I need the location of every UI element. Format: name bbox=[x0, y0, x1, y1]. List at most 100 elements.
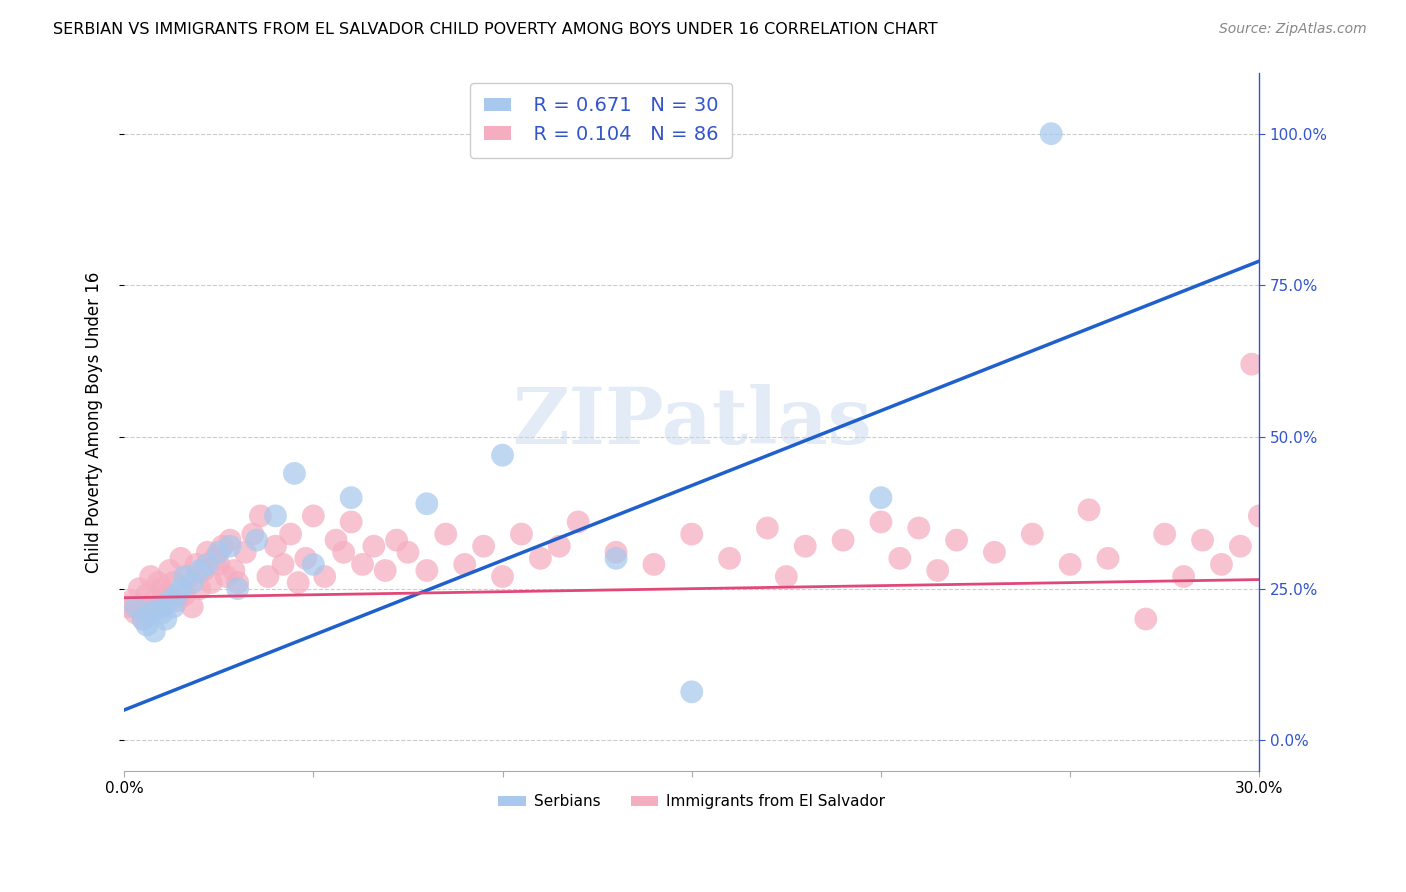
Point bbox=[1211, 558, 1233, 572]
Point bbox=[271, 558, 294, 572]
Point bbox=[173, 569, 195, 583]
Point bbox=[184, 558, 207, 572]
Point bbox=[374, 564, 396, 578]
Point bbox=[200, 575, 222, 590]
Point bbox=[416, 497, 439, 511]
Point bbox=[681, 685, 703, 699]
Point bbox=[1191, 533, 1213, 548]
Point bbox=[605, 551, 627, 566]
Point bbox=[294, 551, 316, 566]
Point bbox=[219, 539, 242, 553]
Point bbox=[945, 533, 967, 548]
Point bbox=[1021, 527, 1043, 541]
Legend: Serbians, Immigrants from El Salvador: Serbians, Immigrants from El Salvador bbox=[492, 789, 891, 815]
Point bbox=[181, 599, 204, 614]
Point bbox=[510, 527, 533, 541]
Point bbox=[352, 558, 374, 572]
Text: Source: ZipAtlas.com: Source: ZipAtlas.com bbox=[1219, 22, 1367, 37]
Point bbox=[226, 575, 249, 590]
Point bbox=[907, 521, 929, 535]
Point bbox=[148, 575, 170, 590]
Point bbox=[325, 533, 347, 548]
Point bbox=[1240, 357, 1263, 371]
Point bbox=[211, 539, 233, 553]
Point bbox=[128, 582, 150, 596]
Text: SERBIAN VS IMMIGRANTS FROM EL SALVADOR CHILD POVERTY AMONG BOYS UNDER 16 CORRELA: SERBIAN VS IMMIGRANTS FROM EL SALVADOR C… bbox=[53, 22, 938, 37]
Point bbox=[1135, 612, 1157, 626]
Point bbox=[314, 569, 336, 583]
Point bbox=[794, 539, 817, 553]
Point bbox=[1097, 551, 1119, 566]
Point bbox=[219, 533, 242, 548]
Point bbox=[491, 569, 513, 583]
Point bbox=[756, 521, 779, 535]
Point bbox=[927, 564, 949, 578]
Point bbox=[264, 508, 287, 523]
Point bbox=[177, 569, 200, 583]
Point bbox=[1078, 503, 1101, 517]
Point bbox=[1173, 569, 1195, 583]
Point bbox=[215, 569, 238, 583]
Point bbox=[1059, 558, 1081, 572]
Point bbox=[170, 582, 193, 596]
Point bbox=[155, 612, 177, 626]
Point bbox=[264, 539, 287, 553]
Point bbox=[340, 515, 363, 529]
Point bbox=[280, 527, 302, 541]
Point bbox=[870, 491, 893, 505]
Point bbox=[287, 575, 309, 590]
Point bbox=[121, 594, 143, 608]
Point bbox=[159, 564, 181, 578]
Point bbox=[491, 448, 513, 462]
Point bbox=[775, 569, 797, 583]
Point bbox=[832, 533, 855, 548]
Point bbox=[159, 594, 181, 608]
Point bbox=[643, 558, 665, 572]
Point bbox=[340, 491, 363, 505]
Point bbox=[170, 551, 193, 566]
Point bbox=[1229, 539, 1251, 553]
Point bbox=[155, 588, 177, 602]
Point bbox=[162, 599, 184, 614]
Point bbox=[396, 545, 419, 559]
Point bbox=[434, 527, 457, 541]
Point bbox=[889, 551, 911, 566]
Point bbox=[605, 545, 627, 559]
Point bbox=[416, 564, 439, 578]
Point bbox=[385, 533, 408, 548]
Point bbox=[332, 545, 354, 559]
Point bbox=[718, 551, 741, 566]
Point bbox=[302, 508, 325, 523]
Point bbox=[681, 527, 703, 541]
Point bbox=[257, 569, 280, 583]
Point bbox=[208, 545, 231, 559]
Point bbox=[1153, 527, 1175, 541]
Point bbox=[567, 515, 589, 529]
Point bbox=[983, 545, 1005, 559]
Point bbox=[1040, 127, 1063, 141]
Point bbox=[242, 527, 264, 541]
Point bbox=[143, 594, 166, 608]
Point bbox=[139, 606, 162, 620]
Text: ZIPatlas: ZIPatlas bbox=[512, 384, 872, 460]
Point bbox=[363, 539, 385, 553]
Point bbox=[132, 612, 155, 626]
Point bbox=[870, 515, 893, 529]
Point bbox=[245, 533, 267, 548]
Point bbox=[249, 508, 271, 523]
Point bbox=[139, 569, 162, 583]
Point bbox=[195, 558, 218, 572]
Point bbox=[124, 599, 146, 614]
Point bbox=[454, 558, 477, 572]
Point bbox=[226, 582, 249, 596]
Point bbox=[195, 545, 218, 559]
Point bbox=[173, 588, 195, 602]
Point bbox=[166, 594, 188, 608]
Point bbox=[193, 564, 215, 578]
Point bbox=[548, 539, 571, 553]
Point bbox=[132, 612, 155, 626]
Point bbox=[222, 564, 245, 578]
Point bbox=[208, 558, 231, 572]
Point bbox=[1249, 508, 1271, 523]
Point bbox=[162, 575, 184, 590]
